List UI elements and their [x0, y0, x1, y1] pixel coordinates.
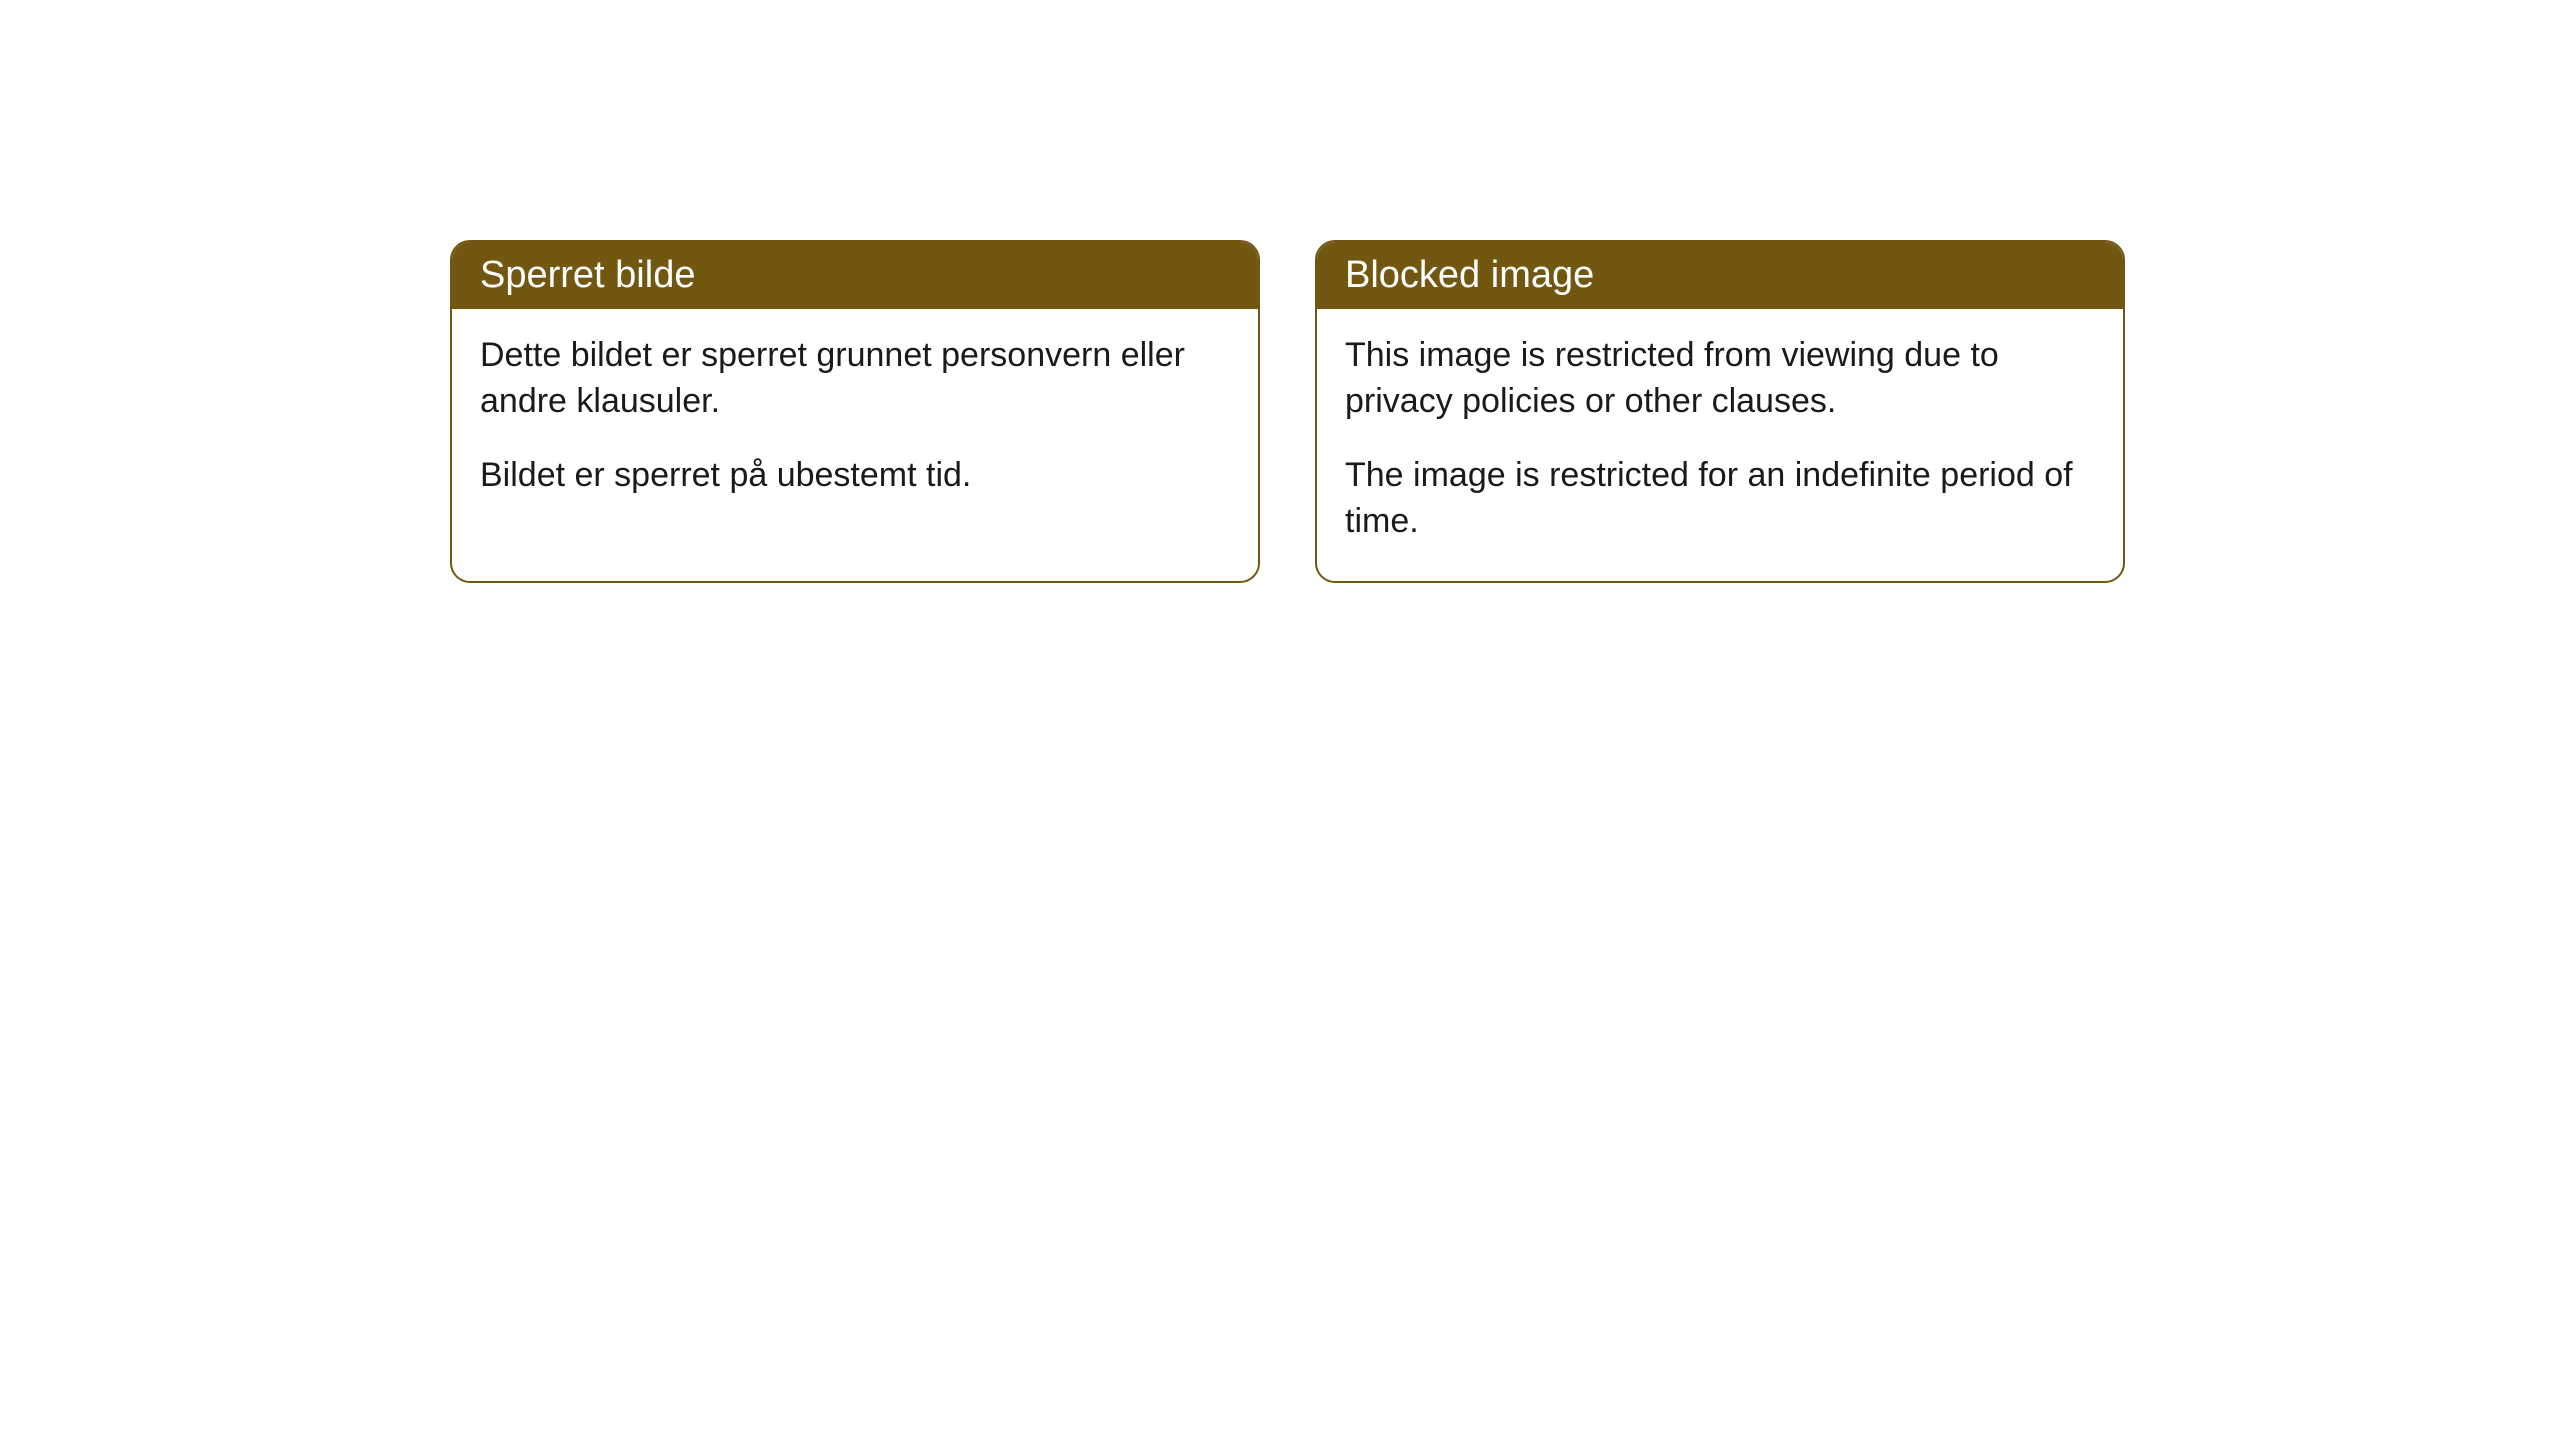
card-header-norwegian: Sperret bilde [452, 242, 1258, 309]
card-body-norwegian: Dette bildet er sperret grunnet personve… [452, 309, 1258, 535]
cards-container: Sperret bilde Dette bildet er sperret gr… [450, 240, 2125, 583]
card-body-english: This image is restricted from viewing du… [1317, 309, 2123, 581]
card-paragraph-2-norwegian: Bildet er sperret på ubestemt tid. [480, 453, 1230, 499]
blocked-image-card-norwegian: Sperret bilde Dette bildet er sperret gr… [450, 240, 1260, 583]
card-paragraph-2-english: The image is restricted for an indefinit… [1345, 453, 2095, 545]
card-header-english: Blocked image [1317, 242, 2123, 309]
blocked-image-card-english: Blocked image This image is restricted f… [1315, 240, 2125, 583]
card-paragraph-1-english: This image is restricted from viewing du… [1345, 333, 2095, 425]
card-paragraph-1-norwegian: Dette bildet er sperret grunnet personve… [480, 333, 1230, 425]
